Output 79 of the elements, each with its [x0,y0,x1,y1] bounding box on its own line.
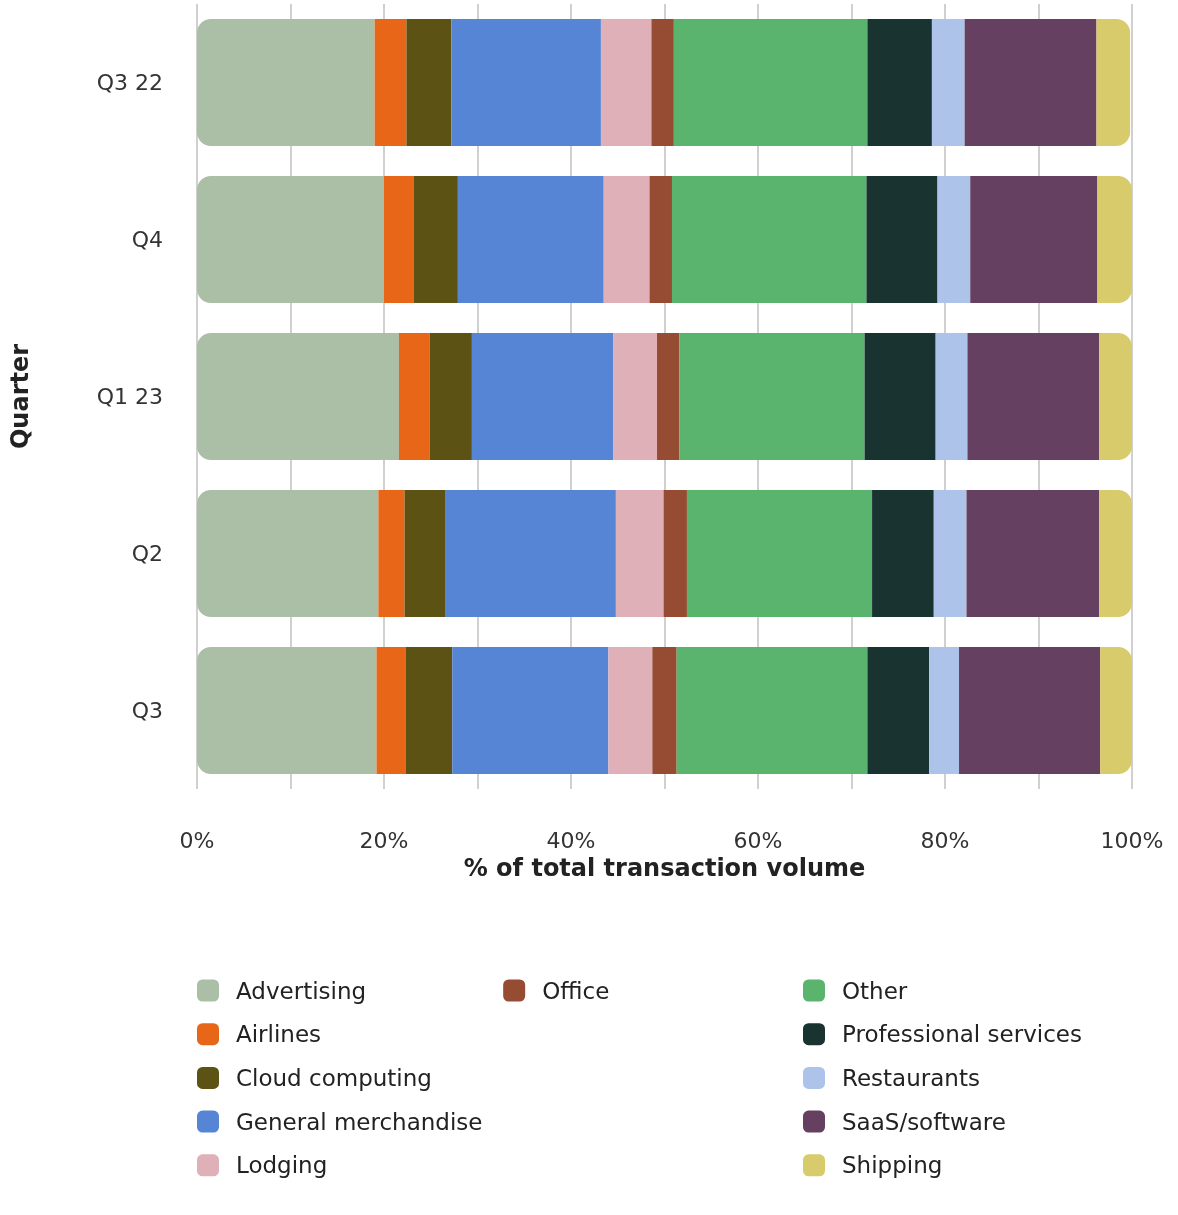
bar [673,18,868,147]
bar [676,646,868,775]
bar [649,175,672,304]
y-tick-label: Q3 [131,698,163,723]
bar [197,489,379,618]
bar [864,332,936,461]
bar [197,332,399,461]
bar [398,332,430,461]
bar [384,175,414,304]
legend-label: Other [842,977,908,1004]
x-tick-label: 80% [920,827,970,853]
bar [931,18,965,147]
bar [937,175,971,304]
bar [615,489,664,618]
bar [867,646,930,775]
bar [1100,646,1132,775]
bar [929,646,960,775]
bar [1099,332,1132,461]
bar [405,646,453,775]
bar [970,175,1098,304]
bar [600,18,652,147]
bar [1097,175,1132,304]
bar [613,332,658,461]
x-tick-label: 0% [179,827,215,853]
bar [404,489,446,618]
bar [679,332,865,461]
x-tick-label: 60% [733,827,783,853]
bar [429,332,472,461]
bar [376,646,406,775]
bar [663,489,687,618]
bar [1099,489,1132,618]
bar [197,175,384,304]
legend-label: SaaS/software [842,1108,1006,1135]
legend-label: Professional services [842,1021,1082,1048]
bar [872,489,934,618]
bar [1096,18,1131,147]
bar [866,175,938,304]
bar [651,18,674,147]
bar [197,18,375,147]
x-tick-label: 20% [359,827,409,853]
bar [406,18,452,147]
bar [197,646,377,775]
bar [457,175,604,304]
bar [935,332,968,461]
bar [686,489,873,618]
bar [603,175,650,304]
bar [374,18,407,147]
legend-label: General merchandise [236,1108,483,1135]
y-axis-title: Quarter [6,343,34,450]
x-tick-label: 40% [546,827,596,853]
bar [445,489,616,618]
y-tick-label: Q4 [131,227,163,252]
bar [657,332,680,461]
bar [652,646,677,775]
y-tick-label: Q2 [131,541,163,566]
bar [378,489,405,618]
legend-label: Airlines [236,1021,322,1048]
legend-label: Advertising [236,977,367,1004]
bar [413,175,458,304]
legend-label: Restaurants [842,1064,980,1091]
y-tick-label: Q1 23 [96,384,163,409]
x-axis-title: % of total transaction volume [463,853,866,882]
bar [964,18,1097,147]
bar [967,332,1100,461]
y-tick-label: Q3 22 [96,70,163,95]
bar [451,18,601,147]
legend-label: Lodging [236,1152,328,1179]
bar [933,489,967,618]
bar [608,646,653,775]
legend-label: Cloud computing [236,1064,432,1091]
bar [471,332,614,461]
bar [867,18,932,147]
legend-label: Office [542,977,610,1004]
x-tick-label: 100% [1100,827,1164,853]
bar [452,646,609,775]
bar [959,646,1101,775]
bar [671,175,867,304]
legend-label: Shipping [842,1152,943,1179]
bar [966,489,1100,618]
